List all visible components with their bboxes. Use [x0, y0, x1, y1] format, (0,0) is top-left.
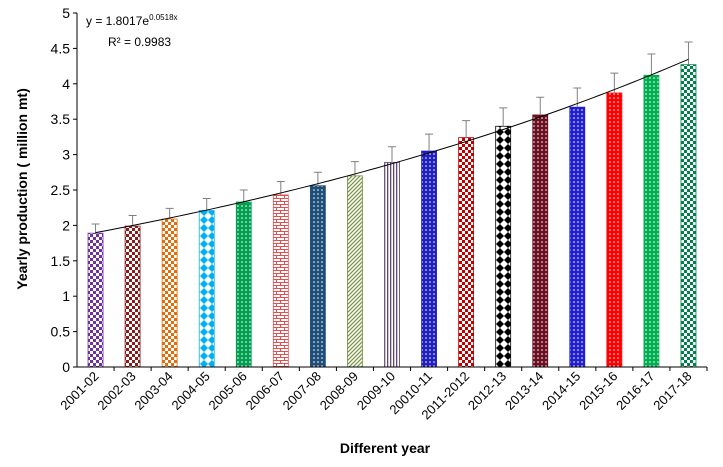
y-tick-label: 3.5	[51, 111, 71, 127]
x-tick-label: 2006-07	[243, 369, 287, 413]
trendline-r-squared: R² = 0.9983	[108, 35, 171, 49]
error-bar-2003-04	[165, 207, 174, 220]
error-bar-2011-2012	[462, 120, 471, 138]
bar-2014-15	[569, 106, 586, 368]
bar-2017-18	[680, 64, 697, 368]
y-tick-label: 3	[62, 147, 70, 163]
bar-2015-16	[606, 92, 623, 368]
x-tick-label: 2015-16	[576, 369, 620, 413]
x-tick-label: 2017-18	[650, 369, 694, 413]
trendline	[95, 58, 689, 234]
error-bar-2009-10	[388, 146, 396, 163]
trendline-equation-exponent: 0.0518x	[149, 13, 177, 22]
bar-2007-08	[309, 185, 326, 368]
x-tick-label: 2002-03	[94, 369, 138, 413]
x-tick-label: 2012-13	[465, 369, 509, 413]
y-tick-label: 1	[62, 288, 70, 304]
error-bar-2012-13	[499, 107, 508, 127]
y-tick-label: 2.5	[51, 182, 71, 198]
y-tick-label: 4	[62, 76, 70, 92]
bar-2008-09	[347, 175, 363, 368]
error-bars-group	[91, 41, 693, 234]
y-tick-label: 0.5	[51, 324, 71, 340]
trendline-equation-base: y = 1.8017e	[86, 14, 149, 28]
bar-20010-11	[421, 150, 437, 368]
error-bar-2005-06	[239, 189, 248, 203]
bar-2009-10	[384, 161, 400, 368]
error-bar-2002-03	[128, 214, 137, 227]
y-ticks-group: 0 0.5 1 1.5 2 2.5 3 3.5 4 4.5 5	[51, 5, 77, 375]
y-tick-label: 5	[62, 5, 70, 21]
error-bar-2001-02	[91, 223, 100, 234]
error-bar-2013-14	[536, 96, 545, 115]
y-tick-label: 4.5	[51, 40, 71, 56]
x-tick-label: 2007-08	[280, 369, 324, 413]
bar-2011-2012	[458, 137, 475, 368]
y-axis-label: Yearly production ( million mt)	[14, 88, 30, 289]
error-bar-20010-11	[425, 133, 434, 152]
x-tick-label: 2005-06	[206, 369, 250, 413]
bar-2001-02	[87, 232, 104, 368]
x-tick-label: 2016-17	[613, 369, 657, 413]
x-tick-label: 2001-02	[57, 369, 101, 413]
y-tick-label: 2	[62, 217, 70, 233]
bars-group	[87, 64, 697, 368]
error-bar-2004-05	[202, 198, 211, 211]
bar-2002-03	[124, 225, 141, 368]
y-tick-label: 0	[62, 359, 70, 375]
trendline-equation: y = 1.8017e0.0518x	[86, 13, 178, 28]
bar-2012-13	[495, 125, 512, 368]
y-tick-label: 1.5	[51, 253, 71, 269]
x-ticks-group: 2001-022002-032003-042004-052005-062006-…	[57, 367, 708, 422]
bar-2003-04	[161, 218, 178, 368]
x-tick-label: 2008-09	[317, 369, 361, 413]
x-axis-label: Different year	[340, 440, 431, 456]
bar-2004-05	[198, 210, 215, 368]
x-tick-label: 2013-14	[502, 369, 546, 413]
error-bar-2017-18	[684, 41, 693, 65]
bar-2006-07	[272, 194, 289, 368]
bar-2013-14	[532, 114, 549, 368]
x-tick-label: 2004-05	[168, 369, 212, 413]
error-bar-2016-17	[647, 53, 656, 76]
x-tick-label: 2014-15	[539, 369, 583, 413]
x-tick-label: 2003-04	[131, 369, 175, 413]
bar-2005-06	[235, 201, 252, 368]
bar-2016-17	[643, 74, 660, 368]
